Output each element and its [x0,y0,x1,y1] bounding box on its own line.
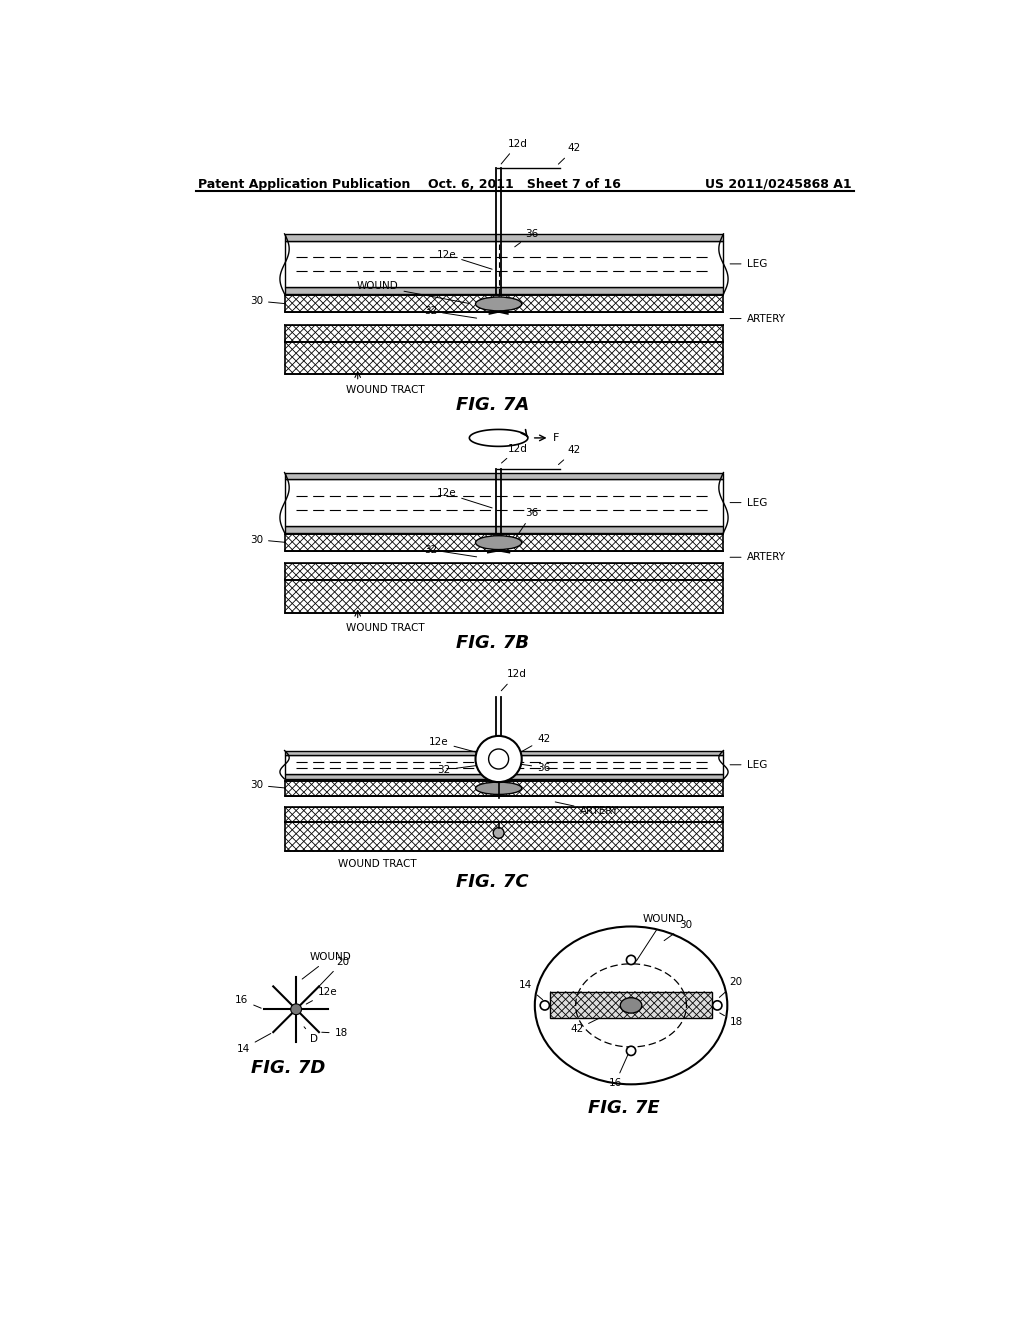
Ellipse shape [475,297,521,312]
Text: F: F [553,433,559,444]
Text: 12e: 12e [436,488,493,508]
Text: 42: 42 [522,734,550,751]
Text: WOUND: WOUND [637,915,684,961]
Text: 36: 36 [515,228,539,247]
Text: 30: 30 [250,780,286,791]
Text: D: D [304,1027,318,1044]
Bar [285,286,724,294]
Text: 12d: 12d [501,139,527,164]
Text: 18: 18 [720,1012,742,1027]
Bar [285,780,724,796]
Bar [285,564,724,581]
Text: 18: 18 [322,1028,348,1039]
Text: WOUND TRACT: WOUND TRACT [339,859,417,869]
Text: LEG: LEG [730,259,767,269]
Text: 20: 20 [720,977,742,998]
Bar [285,342,724,374]
Text: FIG. 7E: FIG. 7E [588,1100,659,1117]
Text: 42: 42 [570,1011,614,1035]
Bar [285,807,724,822]
Text: 42: 42 [558,445,582,465]
Text: WOUND TRACT: WOUND TRACT [346,623,425,634]
Text: 32: 32 [437,764,476,775]
Circle shape [627,956,636,965]
Bar [285,479,724,525]
Text: 42: 42 [558,144,582,164]
Ellipse shape [621,998,642,1014]
Ellipse shape [475,781,521,795]
Text: 30: 30 [665,920,692,941]
Text: LEG: LEG [730,760,767,770]
Bar [285,775,724,779]
Circle shape [488,748,509,770]
Text: 16: 16 [236,995,261,1008]
Bar [285,751,724,755]
Text: 36: 36 [514,763,550,772]
Circle shape [475,737,521,781]
Text: 14: 14 [519,981,543,999]
Text: FIG. 7B: FIG. 7B [456,635,529,652]
Polygon shape [291,1005,301,1015]
Bar [285,796,724,807]
Text: WOUND TRACT: WOUND TRACT [346,385,425,395]
Text: 12d: 12d [502,669,526,690]
Bar [550,991,712,1019]
Bar [285,240,724,286]
Text: ARTERY: ARTERY [555,803,618,817]
Ellipse shape [535,927,727,1084]
Text: 12e: 12e [436,249,493,269]
Circle shape [627,1047,636,1056]
Text: 32: 32 [424,306,476,318]
Bar [285,473,724,479]
Text: FIG. 7A: FIG. 7A [456,396,529,413]
Text: ARTERY: ARTERY [730,314,785,323]
Text: WOUND: WOUND [356,281,469,304]
Text: 36: 36 [511,508,539,545]
Bar [285,581,724,612]
Text: FIG. 7C: FIG. 7C [456,873,528,891]
Text: Oct. 6, 2011   Sheet 7 of 16: Oct. 6, 2011 Sheet 7 of 16 [428,178,622,190]
Text: 32: 32 [424,545,476,557]
Text: 14: 14 [237,1034,270,1053]
Bar [285,552,724,564]
Text: 30: 30 [250,296,286,306]
Bar [285,325,724,342]
Text: LEG: LEG [730,498,767,508]
Text: 12e: 12e [429,737,484,755]
Text: 16: 16 [608,1051,630,1088]
Bar [285,234,724,240]
Text: 20: 20 [319,957,349,986]
Text: US 2011/0245868 A1: US 2011/0245868 A1 [705,178,851,190]
Bar [285,535,724,552]
Circle shape [541,1001,550,1010]
Circle shape [494,828,504,838]
Text: FIG. 7D: FIG. 7D [251,1059,326,1077]
Bar [285,296,724,313]
Bar [285,755,724,775]
Bar [285,313,724,325]
Text: 12d: 12d [502,444,527,463]
Text: WOUND: WOUND [302,952,351,979]
Bar [285,822,724,851]
Ellipse shape [475,536,521,549]
Text: Patent Application Publication: Patent Application Publication [199,178,411,190]
Text: 12e: 12e [306,987,337,1005]
Text: 30: 30 [250,535,286,545]
Circle shape [713,1001,722,1010]
Text: ARTERY: ARTERY [730,552,785,562]
Bar [285,525,724,533]
